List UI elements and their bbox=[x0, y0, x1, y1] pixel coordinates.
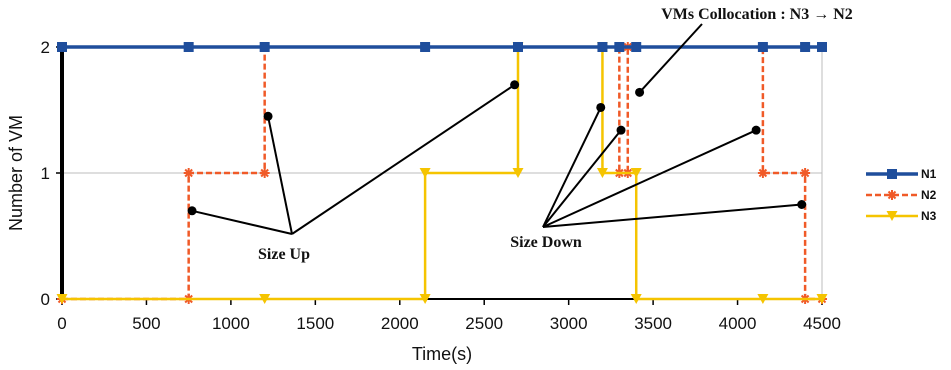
annotation-1: Size Down bbox=[510, 102, 807, 251]
data-point-n1 bbox=[183, 42, 194, 52]
data-point-n2 bbox=[183, 168, 194, 178]
annotation-leader bbox=[291, 83, 516, 235]
data-point-n3 bbox=[419, 294, 431, 304]
annotation-dot bbox=[187, 206, 197, 216]
annotation-dot bbox=[263, 111, 273, 121]
data-point-n3 bbox=[419, 168, 431, 178]
annotation-2: VMs Collocation : N3 → N2 bbox=[635, 6, 853, 97]
x-tick-label: 1500 bbox=[296, 314, 334, 333]
legend-marker bbox=[887, 190, 897, 200]
annotation-leader bbox=[542, 129, 757, 228]
marker-stroke bbox=[800, 168, 810, 178]
data-point-n1 bbox=[420, 42, 431, 52]
data-point-n1 bbox=[817, 42, 827, 52]
data-point-n1 bbox=[259, 42, 270, 52]
x-tick-label: 4500 bbox=[803, 314, 841, 333]
data-point-n3 bbox=[56, 294, 68, 304]
x-tick-label: 3000 bbox=[550, 314, 588, 333]
annotation-leader bbox=[542, 129, 622, 228]
y-axis-label: Number of VM bbox=[6, 115, 26, 231]
annotation-dot bbox=[635, 87, 645, 97]
data-point-n3 bbox=[259, 294, 271, 304]
legend-item-n3: N3 bbox=[866, 209, 937, 223]
marker-stroke bbox=[758, 168, 768, 178]
x-tick-label: 2500 bbox=[465, 314, 503, 333]
data-point-n1 bbox=[513, 42, 523, 52]
x-tick-label: 4000 bbox=[719, 314, 757, 333]
x-axis-label: Time(s) bbox=[412, 344, 472, 364]
x-tick-label: 500 bbox=[132, 314, 160, 333]
y-tick-label: 2 bbox=[41, 38, 50, 57]
marker-stroke bbox=[887, 190, 897, 200]
x-tick-label: 1000 bbox=[212, 314, 250, 333]
marker-stroke bbox=[260, 168, 269, 178]
legend-label: N3 bbox=[921, 209, 937, 223]
legend-label: N2 bbox=[921, 188, 937, 202]
annotation-dot bbox=[751, 125, 761, 135]
legend-marker bbox=[886, 211, 898, 221]
annotation-dot bbox=[797, 200, 807, 209]
y-tick-label: 1 bbox=[41, 164, 50, 183]
annotation-dot bbox=[510, 80, 520, 90]
data-point-n3 bbox=[757, 294, 769, 304]
data-point-n3 bbox=[512, 168, 524, 178]
data-point-n3 bbox=[630, 294, 642, 304]
x-tick-label: 0 bbox=[57, 314, 66, 333]
data-point-n1 bbox=[57, 42, 67, 52]
legend-item-n1: N1 bbox=[866, 167, 937, 181]
data-point-n3 bbox=[596, 168, 608, 178]
annotation-0: Size Up bbox=[187, 80, 520, 263]
annotation-leader bbox=[267, 116, 293, 235]
annotation-dot bbox=[616, 125, 626, 135]
data-point-n1 bbox=[757, 42, 768, 52]
x-tick-label: 3500 bbox=[634, 314, 672, 333]
legend-marker bbox=[887, 169, 897, 179]
data-point-n2 bbox=[757, 168, 768, 178]
legend: N1 N2 N3 bbox=[866, 167, 937, 223]
annotation-label: Size Down bbox=[510, 234, 582, 251]
data-point-n1 bbox=[614, 42, 625, 52]
data-point-n2 bbox=[800, 168, 811, 178]
data-point-n3 bbox=[816, 294, 828, 304]
data-point-n3 bbox=[630, 168, 642, 178]
y-tick-label: 0 bbox=[41, 290, 50, 309]
series-n1 bbox=[57, 42, 827, 52]
axes: 0 1 2 0 500 1000 1500 2000 2500 3000 3500 4000 4500 bbox=[41, 38, 841, 333]
annotation-leader bbox=[638, 23, 703, 94]
annotation-leader bbox=[191, 209, 293, 235]
data-point-n2 bbox=[259, 168, 270, 178]
annotation-label: VMs Collocation : N3 → N2 bbox=[661, 6, 853, 23]
data-point-n1 bbox=[800, 42, 811, 52]
annotations: Size Up Size Down VMs Collocation : N3 → N… bbox=[187, 6, 853, 263]
annotation-dot bbox=[596, 102, 606, 112]
annotation-leader bbox=[542, 203, 802, 228]
x-tick-label: 2000 bbox=[381, 314, 419, 333]
data-point-n1 bbox=[597, 42, 608, 52]
legend-item-n2: N2 bbox=[866, 188, 937, 202]
legend-label: N1 bbox=[921, 167, 937, 181]
annotation-label: Size Up bbox=[258, 246, 310, 263]
marker-stroke bbox=[184, 168, 193, 178]
annotation-leader bbox=[542, 107, 602, 228]
data-point-n1 bbox=[631, 42, 642, 52]
series-layer bbox=[56, 42, 828, 304]
